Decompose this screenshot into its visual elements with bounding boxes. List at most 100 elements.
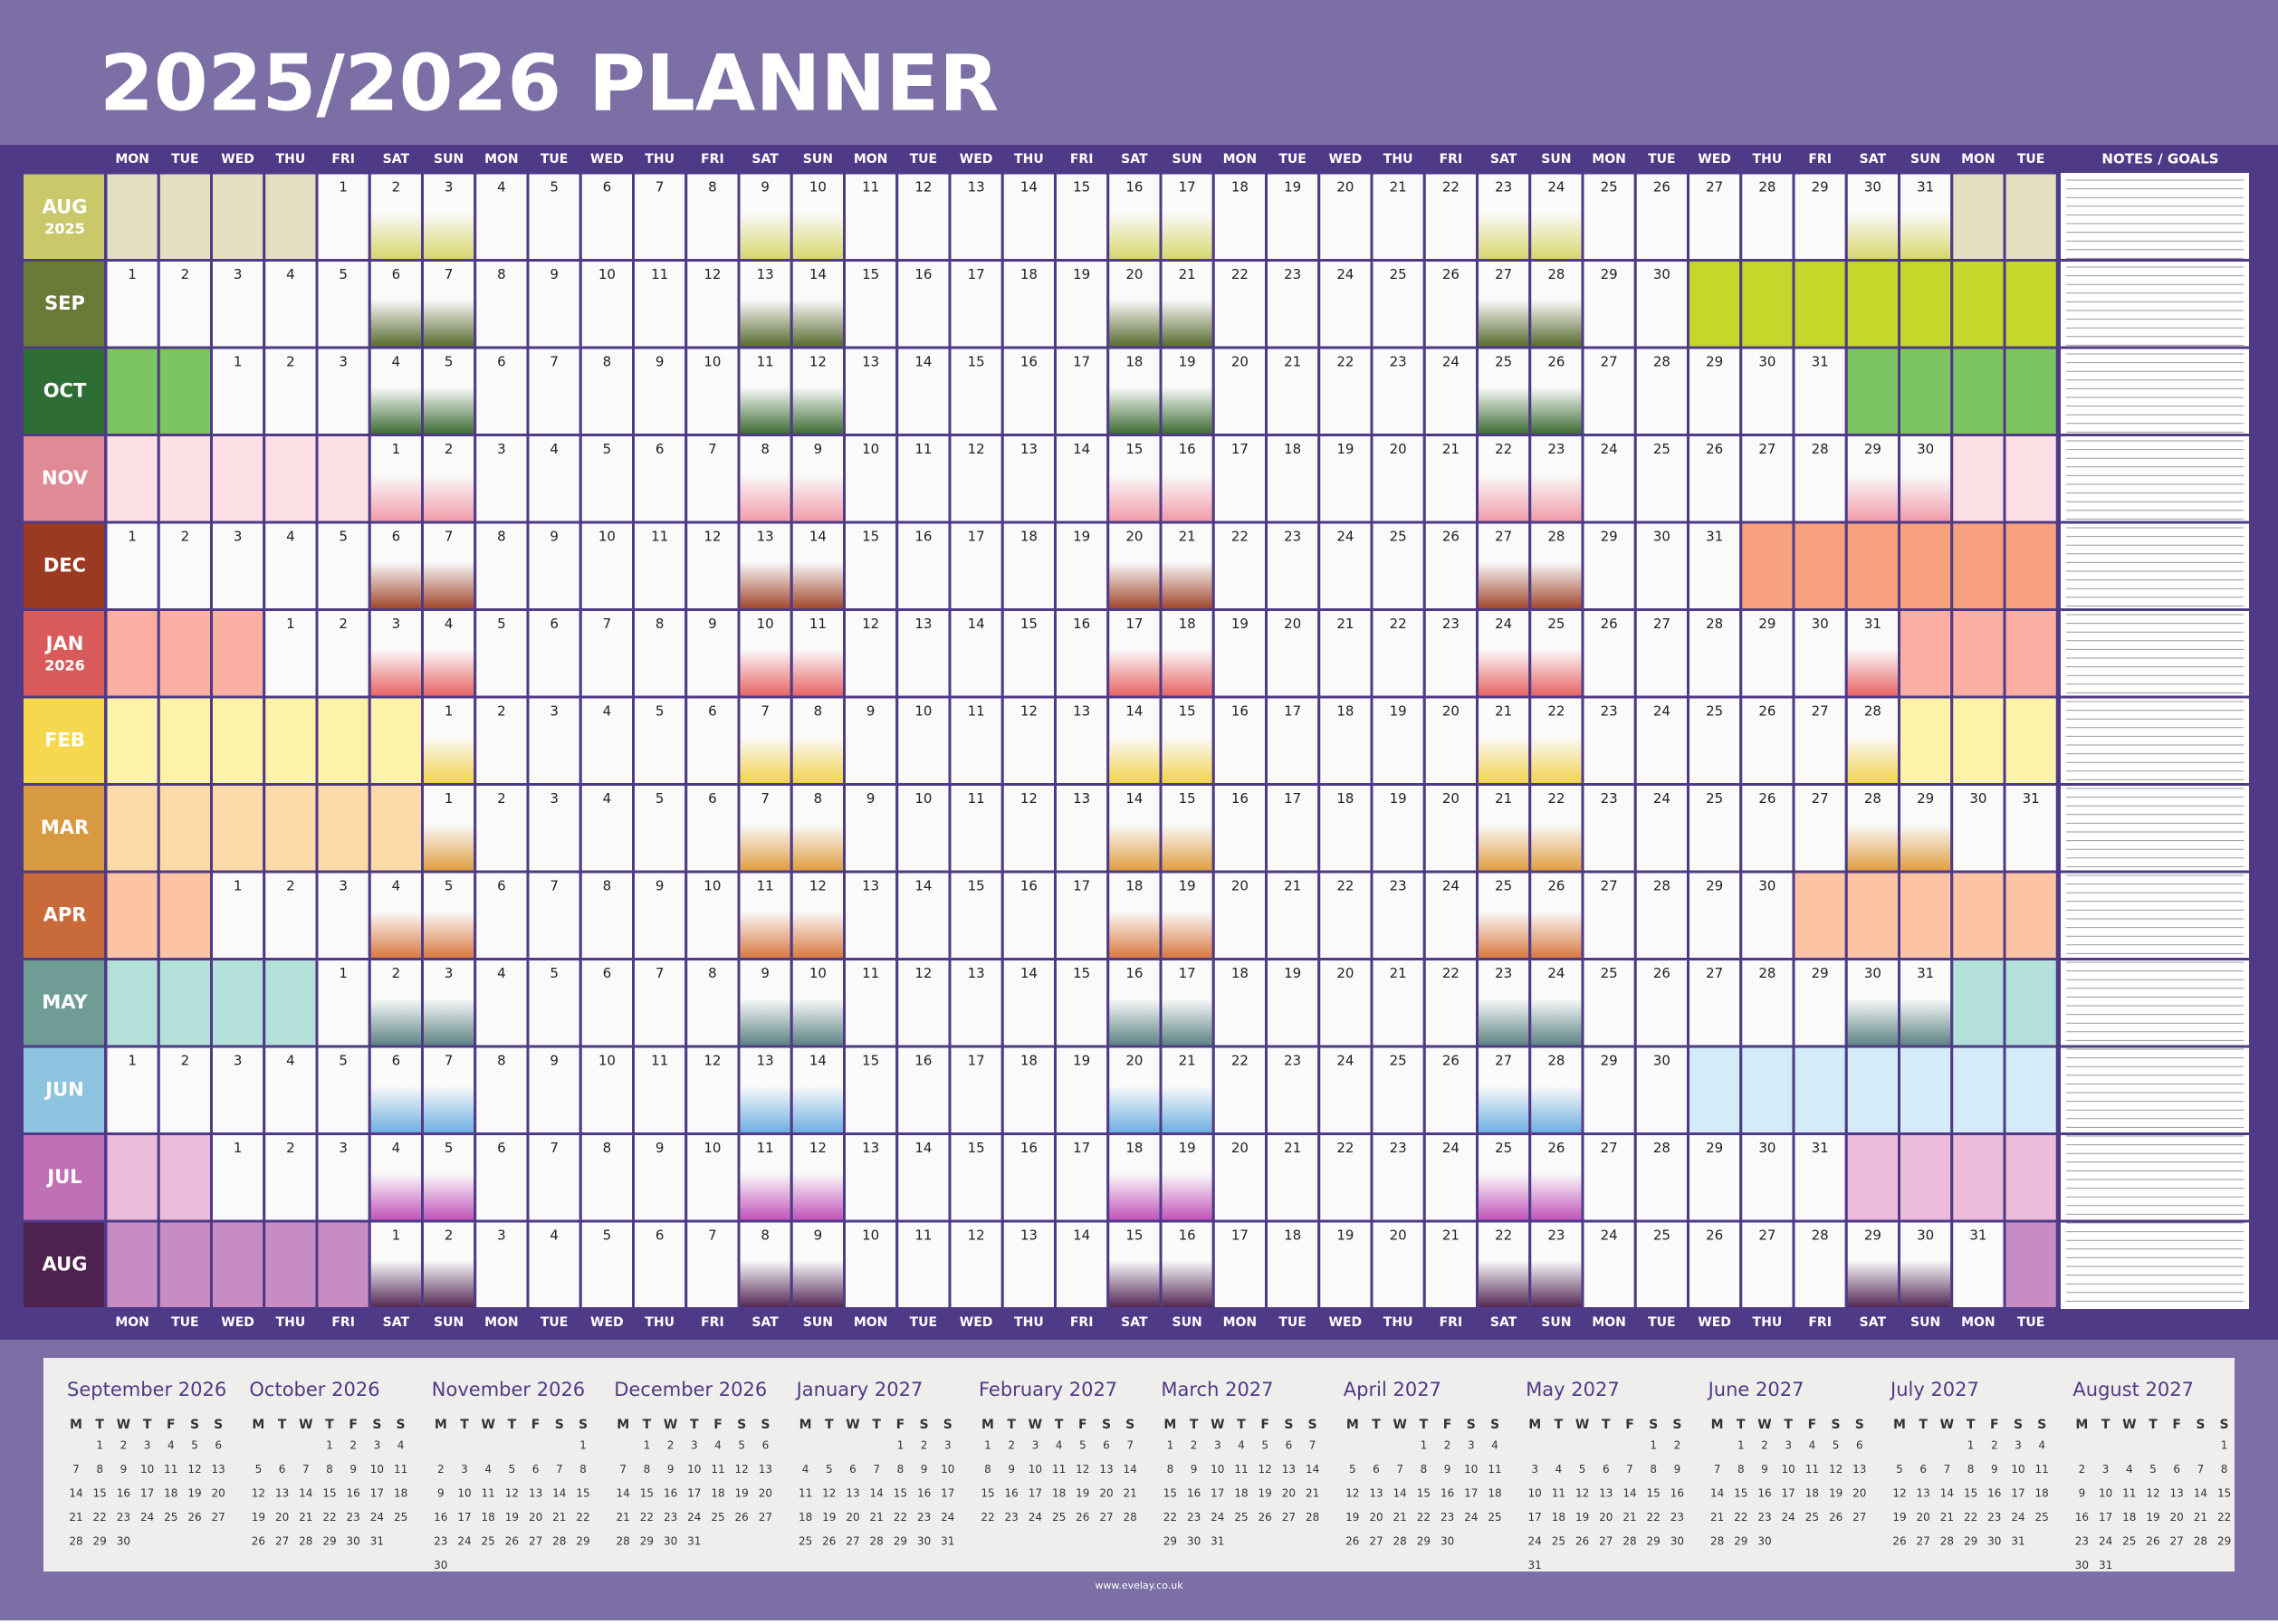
mini-day: 11 (394, 1463, 407, 1476)
mini-day: 29 (894, 1535, 907, 1548)
day-number: 9 (866, 790, 876, 807)
day-number: 27 (1653, 616, 1670, 632)
day-number: 28 (1812, 1228, 1829, 1244)
mini-day: 4 (714, 1439, 722, 1452)
mini-day: 18 (482, 1511, 495, 1524)
mini-title: July 2027 (1889, 1379, 1979, 1400)
day-number: 2 (339, 616, 348, 632)
mini-weekday: T (1737, 1418, 1746, 1432)
day-cell (737, 1045, 793, 1135)
mini-day: 4 (2038, 1439, 2045, 1452)
mini-day: 15 (1417, 1487, 1431, 1500)
day-number: 25 (1653, 441, 1670, 457)
mini-day: 6 (279, 1463, 286, 1476)
mini-weekday: W (1211, 1418, 1224, 1432)
weekday-footer: FRI (701, 1315, 724, 1330)
mini-day: 12 (1892, 1487, 1906, 1500)
mini-day: 13 (1852, 1463, 1866, 1476)
day-cell (104, 870, 160, 960)
day-cell (368, 695, 424, 786)
day-cell (1844, 783, 1900, 874)
mini-day: 16 (2075, 1511, 2089, 1524)
day-cell (210, 958, 266, 1048)
month-label: JUL (45, 1166, 81, 1188)
day-number: 28 (1864, 703, 1881, 720)
mini-day: 17 (687, 1487, 701, 1500)
day-cell (1106, 958, 1163, 1048)
mini-day: 28 (1710, 1535, 1724, 1548)
mini-day: 3 (1531, 1463, 1538, 1476)
day-cell (1792, 783, 1848, 874)
day-number: 16 (1231, 790, 1249, 807)
day-cell (843, 521, 899, 611)
day-cell (1898, 1132, 1954, 1223)
day-cell (1844, 695, 1900, 786)
mini-day: 25 (799, 1535, 812, 1548)
day-number: 26 (1547, 878, 1565, 894)
mini-weekday: S (214, 1418, 223, 1432)
day-cell (1950, 783, 2006, 874)
day-cell (1476, 259, 1532, 349)
day-number: 16 (1125, 965, 1143, 981)
mini-weekday: F (1990, 1418, 1999, 1432)
day-cell (1054, 1045, 1110, 1135)
mini-day: 9 (667, 1463, 675, 1476)
mini-day: 24 (457, 1535, 471, 1548)
mini-day: 29 (1964, 1535, 1977, 1548)
day-cell (1054, 608, 1110, 699)
mini-day: 28 (1306, 1511, 1319, 1524)
day-number: 7 (761, 790, 770, 807)
mini-weekday: F (1443, 1418, 1452, 1432)
day-cell (1844, 1132, 1900, 1223)
day-cell (1265, 1132, 1321, 1223)
mini-day: 16 (1187, 1487, 1201, 1500)
mini-day: 27 (1852, 1511, 1866, 1524)
day-cell (157, 1132, 213, 1223)
day-cell (1633, 434, 1689, 524)
day-cell (579, 346, 635, 436)
mini-day: 4 (397, 1439, 405, 1452)
mini-day: 27 (759, 1511, 772, 1524)
mini-day: 26 (1076, 1511, 1089, 1524)
day-cell (1211, 870, 1268, 960)
mini-day: 18 (799, 1511, 812, 1524)
mini-day: 14 (1710, 1487, 1724, 1500)
day-number: 7 (656, 179, 665, 196)
page-title: 2025/2026 PLANNER (100, 38, 999, 129)
weekday-footer: TUE (541, 1315, 568, 1330)
weekday-header: MON (854, 152, 888, 167)
day-number: 31 (1864, 616, 1881, 632)
mini-weekday: S (397, 1418, 406, 1432)
weekday-footer: SUN (434, 1315, 464, 1330)
day-cell (1106, 1219, 1163, 1310)
mini-day: 2 (1008, 1439, 1015, 1452)
day-number: 8 (814, 703, 823, 720)
day-cell (421, 434, 477, 524)
mini-day: 8 (644, 1463, 651, 1476)
weekday-header: FRI (701, 152, 724, 167)
day-number: 13 (862, 1140, 879, 1156)
day-cell (1950, 434, 2006, 524)
mini-day: 6 (215, 1439, 222, 1452)
day-number: 21 (1284, 878, 1301, 894)
day-number: 8 (603, 878, 612, 894)
mini-weekday: S (761, 1418, 770, 1432)
mini-day: 20 (1852, 1487, 1866, 1500)
day-number: 10 (862, 441, 879, 457)
day-cell (1739, 1045, 1795, 1135)
weekday-footer: TUE (1278, 1315, 1306, 1330)
mini-weekday: W (481, 1418, 494, 1432)
day-number: 10 (809, 179, 827, 196)
day-cell (790, 1132, 846, 1223)
day-number: 17 (1179, 965, 1196, 981)
day-cell (1950, 1132, 2006, 1223)
day-number: 11 (757, 878, 774, 894)
mini-day: 25 (2122, 1535, 2136, 1548)
mini-day: 9 (437, 1487, 445, 1500)
mini-day: 23 (1670, 1511, 1684, 1524)
day-number: 3 (339, 878, 348, 894)
day-number: 28 (1706, 616, 1723, 632)
day-number: 20 (1442, 703, 1460, 720)
footer: www.evelay.co.uk (1095, 1580, 1183, 1591)
day-number: 4 (497, 965, 506, 981)
